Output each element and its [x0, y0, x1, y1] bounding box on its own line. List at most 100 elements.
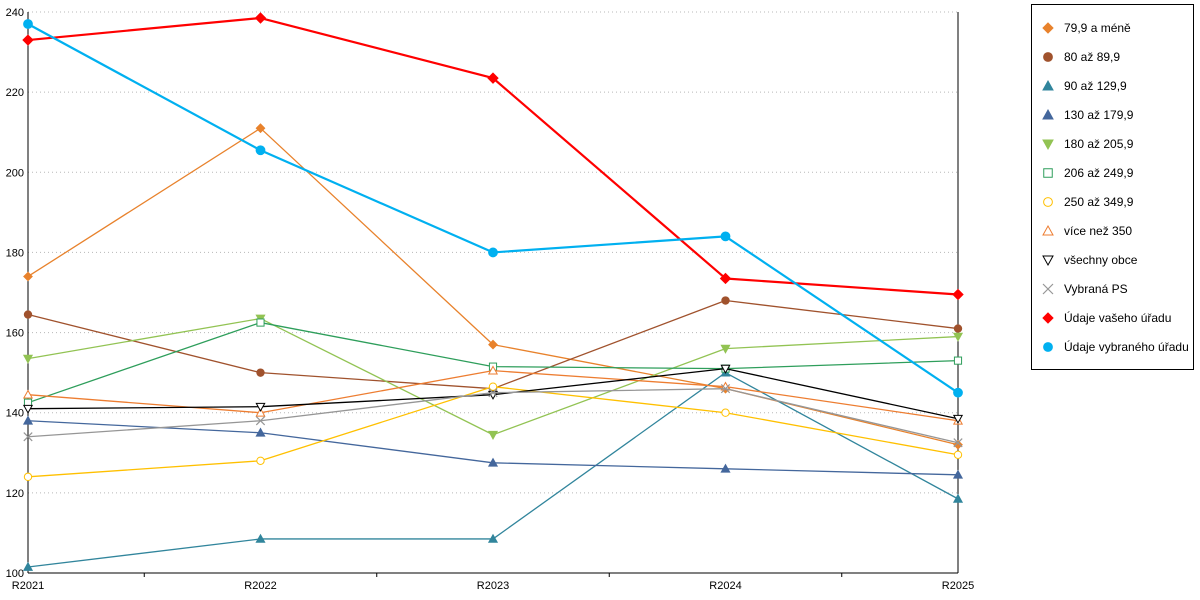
marker-diamond-icon [23, 271, 33, 282]
marker-diamond-icon [952, 288, 964, 301]
legend-label: 80 až 89,9 [1064, 49, 1121, 64]
marker-square-icon [953, 356, 963, 365]
marker-triangle-up-icon [1042, 108, 1054, 119]
marker-triangle-up-icon [1042, 79, 1054, 90]
marker-triangle-up-icon [255, 427, 266, 437]
series-130-a-179-9 [22, 415, 964, 479]
chart-legend: 79,9 a méně 80 až 89,9 90 až 129,9 130 až 1… [1031, 4, 1194, 370]
legend-label: Vybraná PS [1064, 281, 1128, 296]
y-tick-label: 220 [6, 87, 24, 99]
legend-item: 180 až 205,9 [1040, 129, 1187, 158]
legend-marker-triangle-up-icon [1042, 79, 1054, 90]
marker-triangle-up-icon [952, 469, 964, 479]
legend-item: 206 až 249,9 [1040, 158, 1187, 187]
y-tick-label: 180 [6, 247, 24, 259]
marker-diamond-icon [488, 339, 498, 350]
marker-x-icon [720, 384, 731, 394]
series-daje-vybran-ho-adu [23, 19, 963, 398]
marker-x-icon [1042, 283, 1054, 294]
marker-circle-icon [488, 247, 498, 258]
marker-triangle-up-icon [487, 457, 499, 467]
series-vybran-ps [23, 384, 963, 448]
legend-marker-diamond-icon [1042, 21, 1054, 34]
marker-triangle-down-icon [22, 354, 34, 364]
marker-triangle-up-icon [255, 533, 266, 543]
marker-circle-icon [488, 382, 498, 391]
legend-label: 90 až 129,9 [1064, 78, 1127, 93]
marker-square-icon [256, 318, 265, 327]
marker-triangle-down-icon [720, 344, 731, 354]
legend-marker-triangle-up-icon [1042, 108, 1054, 119]
marker-triangle-up-icon [487, 365, 499, 375]
marker-diamond-icon [487, 72, 499, 84]
legend-item: Údaje vašeho úřadu [1040, 303, 1187, 332]
y-tick-label: 140 [6, 408, 24, 420]
legend-label: 79,9 a méně [1064, 20, 1131, 35]
legend-marker-diamond-icon [1042, 311, 1054, 324]
marker-diamond-icon [1042, 21, 1054, 34]
x-tick-label: R2021 [12, 580, 44, 592]
legend-label: 250 až 349,9 [1064, 194, 1134, 209]
legend-label: 130 až 179,9 [1064, 107, 1134, 122]
x-tick-label: R2025 [942, 580, 974, 592]
legend-item: 90 až 129,9 [1040, 71, 1187, 100]
marker-circle-icon [720, 231, 731, 242]
marker-triangle-up-icon [952, 493, 964, 503]
marker-triangle-down-icon [720, 364, 731, 374]
x-tick-label: R2022 [244, 580, 276, 592]
marker-x-icon [23, 432, 33, 442]
legend-item: 130 až 179,9 [1040, 100, 1187, 129]
x-tick-label: R2023 [477, 580, 509, 592]
legend-label: Údaje vašeho úřadu [1064, 310, 1172, 325]
marker-circle-icon [1043, 51, 1053, 62]
marker-triangle-up-icon [22, 415, 34, 425]
marker-circle-icon [23, 310, 33, 319]
marker-triangle-up-icon [1042, 224, 1054, 235]
series-180-a-205-9 [22, 314, 964, 440]
marker-triangle-down-icon [952, 414, 964, 424]
legend-marker-x-icon [1042, 283, 1054, 294]
marker-circle-icon [721, 408, 730, 417]
legend-marker-triangle-down-icon [1042, 139, 1054, 150]
marker-square-icon [1043, 167, 1053, 178]
marker-diamond-icon [255, 123, 266, 134]
marker-triangle-up-icon [22, 389, 34, 399]
x-tick-label: R2024 [709, 580, 741, 592]
marker-diamond-icon [254, 12, 267, 24]
legend-marker-circle-icon [1043, 196, 1053, 207]
marker-circle-icon [1043, 196, 1053, 207]
marker-circle-icon [23, 19, 33, 29]
marker-triangle-up-icon [22, 561, 34, 571]
marker-circle-icon [953, 324, 963, 333]
legend-marker-square-icon [1043, 167, 1053, 178]
legend-label: více než 350 [1064, 223, 1133, 238]
legend-item: Údaje vybraného úřadu [1040, 332, 1189, 361]
legend-item: více než 350 [1040, 216, 1187, 245]
marker-triangle-up-icon [255, 407, 266, 417]
legend-item: 80 až 89,9 [1040, 42, 1187, 71]
marker-circle-icon [255, 145, 266, 156]
marker-triangle-down-icon [487, 430, 499, 440]
marker-x-icon [953, 438, 963, 448]
marker-triangle-down-icon [952, 332, 964, 342]
legend-item: všechny obce [1040, 245, 1187, 274]
legend-marker-circle-icon [1043, 341, 1053, 352]
legend-label: 206 až 249,9 [1064, 165, 1134, 180]
series-250-a-349-9 [23, 382, 963, 482]
legend-marker-triangle-up-icon [1042, 224, 1054, 235]
marker-triangle-up-icon [720, 463, 731, 473]
marker-circle-icon [953, 387, 963, 398]
marker-circle-icon [953, 450, 963, 459]
legend-marker-circle-icon [1043, 51, 1053, 62]
marker-circle-icon [256, 456, 265, 465]
y-tick-label: 100 [6, 568, 24, 580]
marker-circle-icon [256, 368, 265, 377]
series-line [27, 317, 959, 436]
marker-triangle-down-icon [1042, 255, 1054, 266]
marker-diamond-icon [719, 272, 732, 285]
marker-x-icon [255, 416, 266, 426]
marker-triangle-up-icon [487, 533, 499, 543]
marker-circle-icon [23, 472, 33, 482]
legend-label: Údaje vybraného úřadu [1064, 339, 1189, 354]
